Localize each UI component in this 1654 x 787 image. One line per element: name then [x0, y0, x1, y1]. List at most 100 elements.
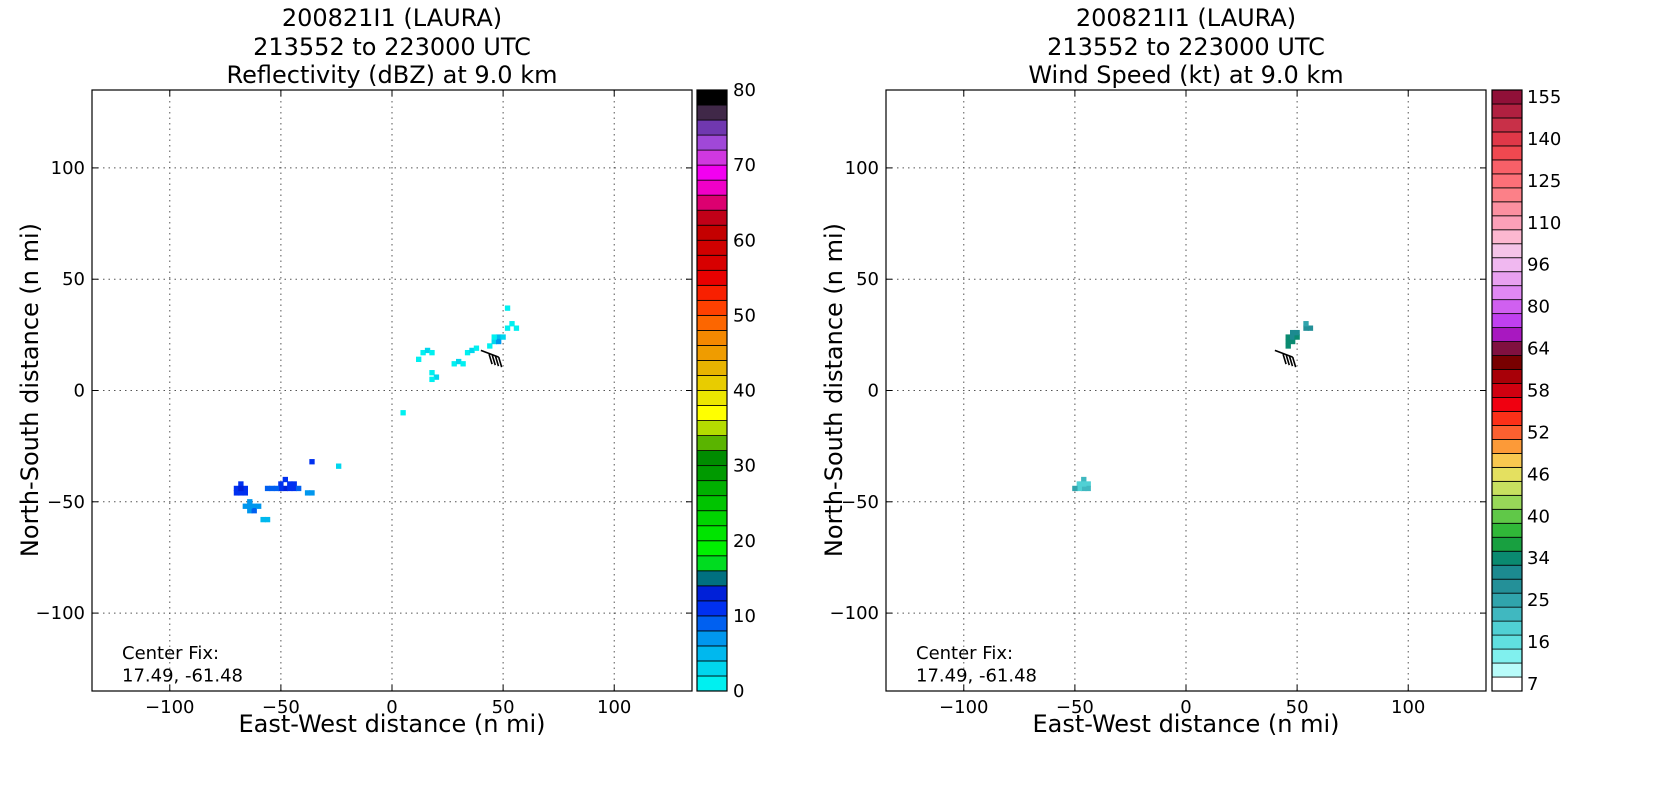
y-tick-label: 50 [62, 269, 85, 290]
colorbar-segment [696, 420, 728, 436]
data-cell [247, 499, 253, 505]
colorbar-segment [1491, 145, 1523, 161]
x-tick-label: 0 [1180, 697, 1191, 718]
colorbar-segment [1491, 536, 1523, 552]
data-cell [504, 325, 511, 331]
colorbar-segment [696, 615, 728, 632]
data-cell [242, 503, 248, 509]
y-axis-label: North-South distance (n mi) [820, 222, 848, 558]
data-cell [429, 370, 435, 376]
colorbar-segment [1491, 285, 1523, 301]
colorbar-segment [1491, 397, 1523, 412]
colorbar-segment [1491, 466, 1523, 482]
barb-feather [1282, 353, 1287, 365]
data-cell [1303, 321, 1309, 327]
colorbar-tick-label: 125 [1527, 171, 1561, 192]
data-cell [400, 410, 406, 416]
colorbar-segment [1491, 117, 1523, 133]
colorbar-segment [1491, 89, 1523, 105]
colorbar-segment [696, 465, 728, 482]
colorbar-tick-label: 64 [1527, 339, 1550, 360]
colorbar-segment [696, 390, 728, 406]
data-cell [487, 343, 493, 349]
colorbar-segment [1491, 494, 1523, 510]
colorbar-tick-label: 40 [733, 381, 756, 402]
center-fix-value: 17.49, -61.48 [122, 665, 243, 686]
y-tick-label: 0 [74, 381, 85, 402]
data-cell [1072, 485, 1078, 492]
title-line-1: 200821I1 (LAURA) [281, 4, 503, 32]
colorbar-segment [1491, 257, 1523, 273]
data-cell [1085, 481, 1091, 487]
data-cell [238, 481, 244, 487]
y-tick-label: 100 [845, 158, 879, 179]
data-cell [291, 485, 297, 492]
colorbar-segment [696, 645, 728, 662]
colorbar-tick-label: 34 [1527, 548, 1550, 569]
data-cell [513, 325, 520, 331]
data-cell [1290, 329, 1296, 336]
data-cell [491, 338, 497, 345]
barb-feather [488, 353, 493, 365]
data-cell [1285, 343, 1291, 349]
colorbar-segment [1491, 480, 1523, 496]
data-cell [1081, 476, 1087, 483]
data-cell [1081, 481, 1087, 487]
data-cell [491, 334, 497, 340]
colorbar-segment [1491, 564, 1523, 580]
data-cell [296, 485, 302, 492]
colorbar-segment [696, 630, 728, 647]
data-cell [420, 349, 426, 356]
data-cell [273, 485, 280, 492]
colorbar-segment [696, 119, 728, 136]
colorbar-segment [696, 450, 728, 467]
colorbar-tick-label: 110 [1527, 213, 1561, 234]
colorbar-segment [696, 149, 728, 166]
plot-frame [885, 89, 1487, 692]
y-tick-label: 0 [868, 381, 879, 402]
data-cell [287, 485, 293, 492]
colorbar-segment [1491, 369, 1523, 384]
colorbar-segment [696, 104, 728, 121]
data-cell [282, 485, 288, 492]
colorbar-tick-label: 46 [1527, 464, 1550, 485]
data-cell [456, 358, 462, 365]
colorbar-segment [696, 435, 728, 452]
data-cell [1303, 325, 1309, 331]
colorbar-tick-label: 155 [1527, 87, 1561, 108]
data-cell [451, 361, 457, 367]
colorbar-tick-label: 20 [733, 531, 756, 552]
colorbar-segment [696, 495, 728, 512]
y-tick-label: −100 [36, 603, 85, 624]
data-cell [309, 490, 315, 496]
x-axis-label: East-West distance (n mi) [238, 710, 546, 738]
data-cell [278, 481, 284, 487]
barb-feather [1285, 354, 1291, 366]
x-tick-label: −50 [1056, 697, 1094, 718]
data-cell [1081, 485, 1087, 492]
data-cell [433, 374, 440, 380]
colorbar-segment [1491, 522, 1523, 538]
data-cell [473, 345, 480, 351]
colorbar-segment [1491, 578, 1523, 594]
data-cell [238, 490, 244, 496]
colorbar-tick-label: 50 [733, 305, 756, 326]
colorbar-segment [696, 134, 728, 151]
data-cell [460, 361, 466, 367]
colorbar-segment [696, 600, 728, 617]
plot-frame [91, 89, 693, 692]
colorbar-segment [1491, 215, 1523, 231]
colorbar-segment [1491, 187, 1523, 203]
colorbar-segment [696, 375, 728, 391]
colorbar-tick-label: 96 [1527, 255, 1550, 276]
colorbar-segment [1491, 676, 1523, 692]
data-cell [260, 516, 266, 523]
colorbar-segment [696, 89, 728, 106]
colorbar-segment [696, 314, 728, 331]
colorbar-segment [696, 299, 728, 316]
colorbar-segment [1491, 201, 1523, 217]
data-cell [1285, 338, 1291, 345]
colorbar-segment [1491, 131, 1523, 147]
colorbar-segment [1491, 606, 1523, 622]
